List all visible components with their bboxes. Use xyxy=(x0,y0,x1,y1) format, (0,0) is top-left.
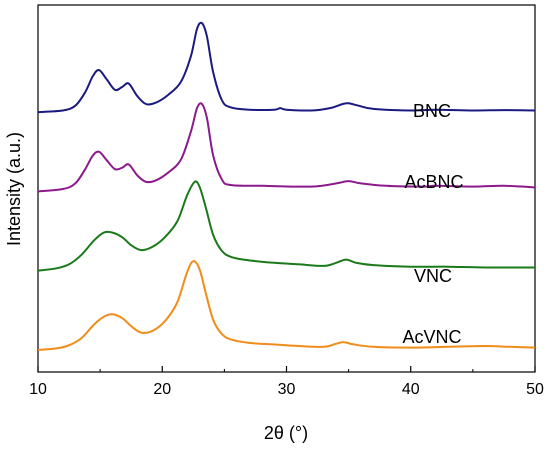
x-tick-label: 10 xyxy=(29,381,47,398)
series-label-acbnc: AcBNC xyxy=(404,172,463,192)
series-line-acbnc xyxy=(37,102,536,193)
x-tick-label: 40 xyxy=(402,381,420,398)
x-tick-label: 20 xyxy=(153,381,171,398)
x-axis: 10 20 30 40 50 xyxy=(29,366,544,398)
series-line-bnc xyxy=(37,21,536,114)
y-axis-title: Intensity (a.u.) xyxy=(4,132,24,246)
series-label-bnc: BNC xyxy=(413,101,451,121)
series-line-acvnc xyxy=(37,260,536,351)
series-line-vnc xyxy=(37,180,536,272)
x-tick-label: 30 xyxy=(278,381,296,398)
x-tick-label: 50 xyxy=(526,381,544,398)
series-labels: BNC AcBNC VNC AcVNC xyxy=(402,101,463,347)
series-label-acvnc: AcVNC xyxy=(402,327,461,347)
series-label-vnc: VNC xyxy=(414,266,452,286)
series-layer xyxy=(37,21,536,351)
x-axis-title: 2θ (°) xyxy=(264,423,308,443)
